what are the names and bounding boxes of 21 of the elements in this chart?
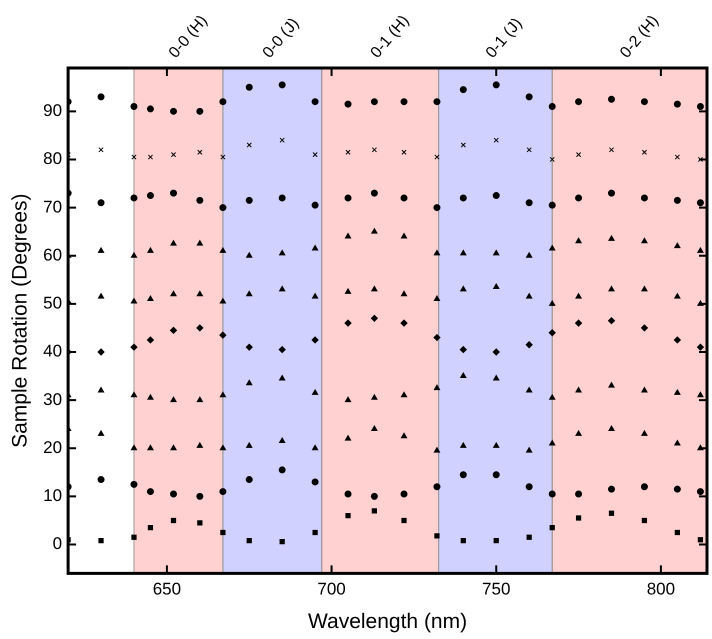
x-tick-label: 700 bbox=[317, 579, 346, 598]
x-tick-label: 650 bbox=[152, 579, 182, 598]
x-tick-label: 800 bbox=[646, 579, 676, 598]
y-tick-label: 90 bbox=[43, 101, 62, 120]
y-tick-label: 50 bbox=[43, 294, 62, 313]
y-tick-label: 30 bbox=[43, 390, 62, 409]
band-label: 0-0 (H) bbox=[166, 12, 211, 62]
band-label: 0-1 (J) bbox=[482, 15, 526, 62]
y-tick-label: 70 bbox=[43, 197, 62, 216]
y-tick-label: 20 bbox=[43, 438, 62, 457]
y-tick-label: 60 bbox=[43, 245, 62, 264]
y-tick-label: 40 bbox=[43, 342, 62, 361]
x-axis-title: Wavelength (nm) bbox=[308, 610, 468, 634]
band-label: 0-2 (H) bbox=[617, 12, 662, 62]
y-tick-label: 10 bbox=[43, 486, 62, 506]
y-axis-title: Sample Rotation (Degrees) bbox=[8, 193, 32, 448]
y-tick-label: 80 bbox=[43, 149, 62, 168]
x-tick-label: 750 bbox=[482, 579, 510, 598]
y-tick-label: 0 bbox=[52, 534, 62, 554]
band-label: 0-1 (H) bbox=[368, 12, 413, 62]
band-label: 0-0 (J) bbox=[260, 15, 302, 62]
